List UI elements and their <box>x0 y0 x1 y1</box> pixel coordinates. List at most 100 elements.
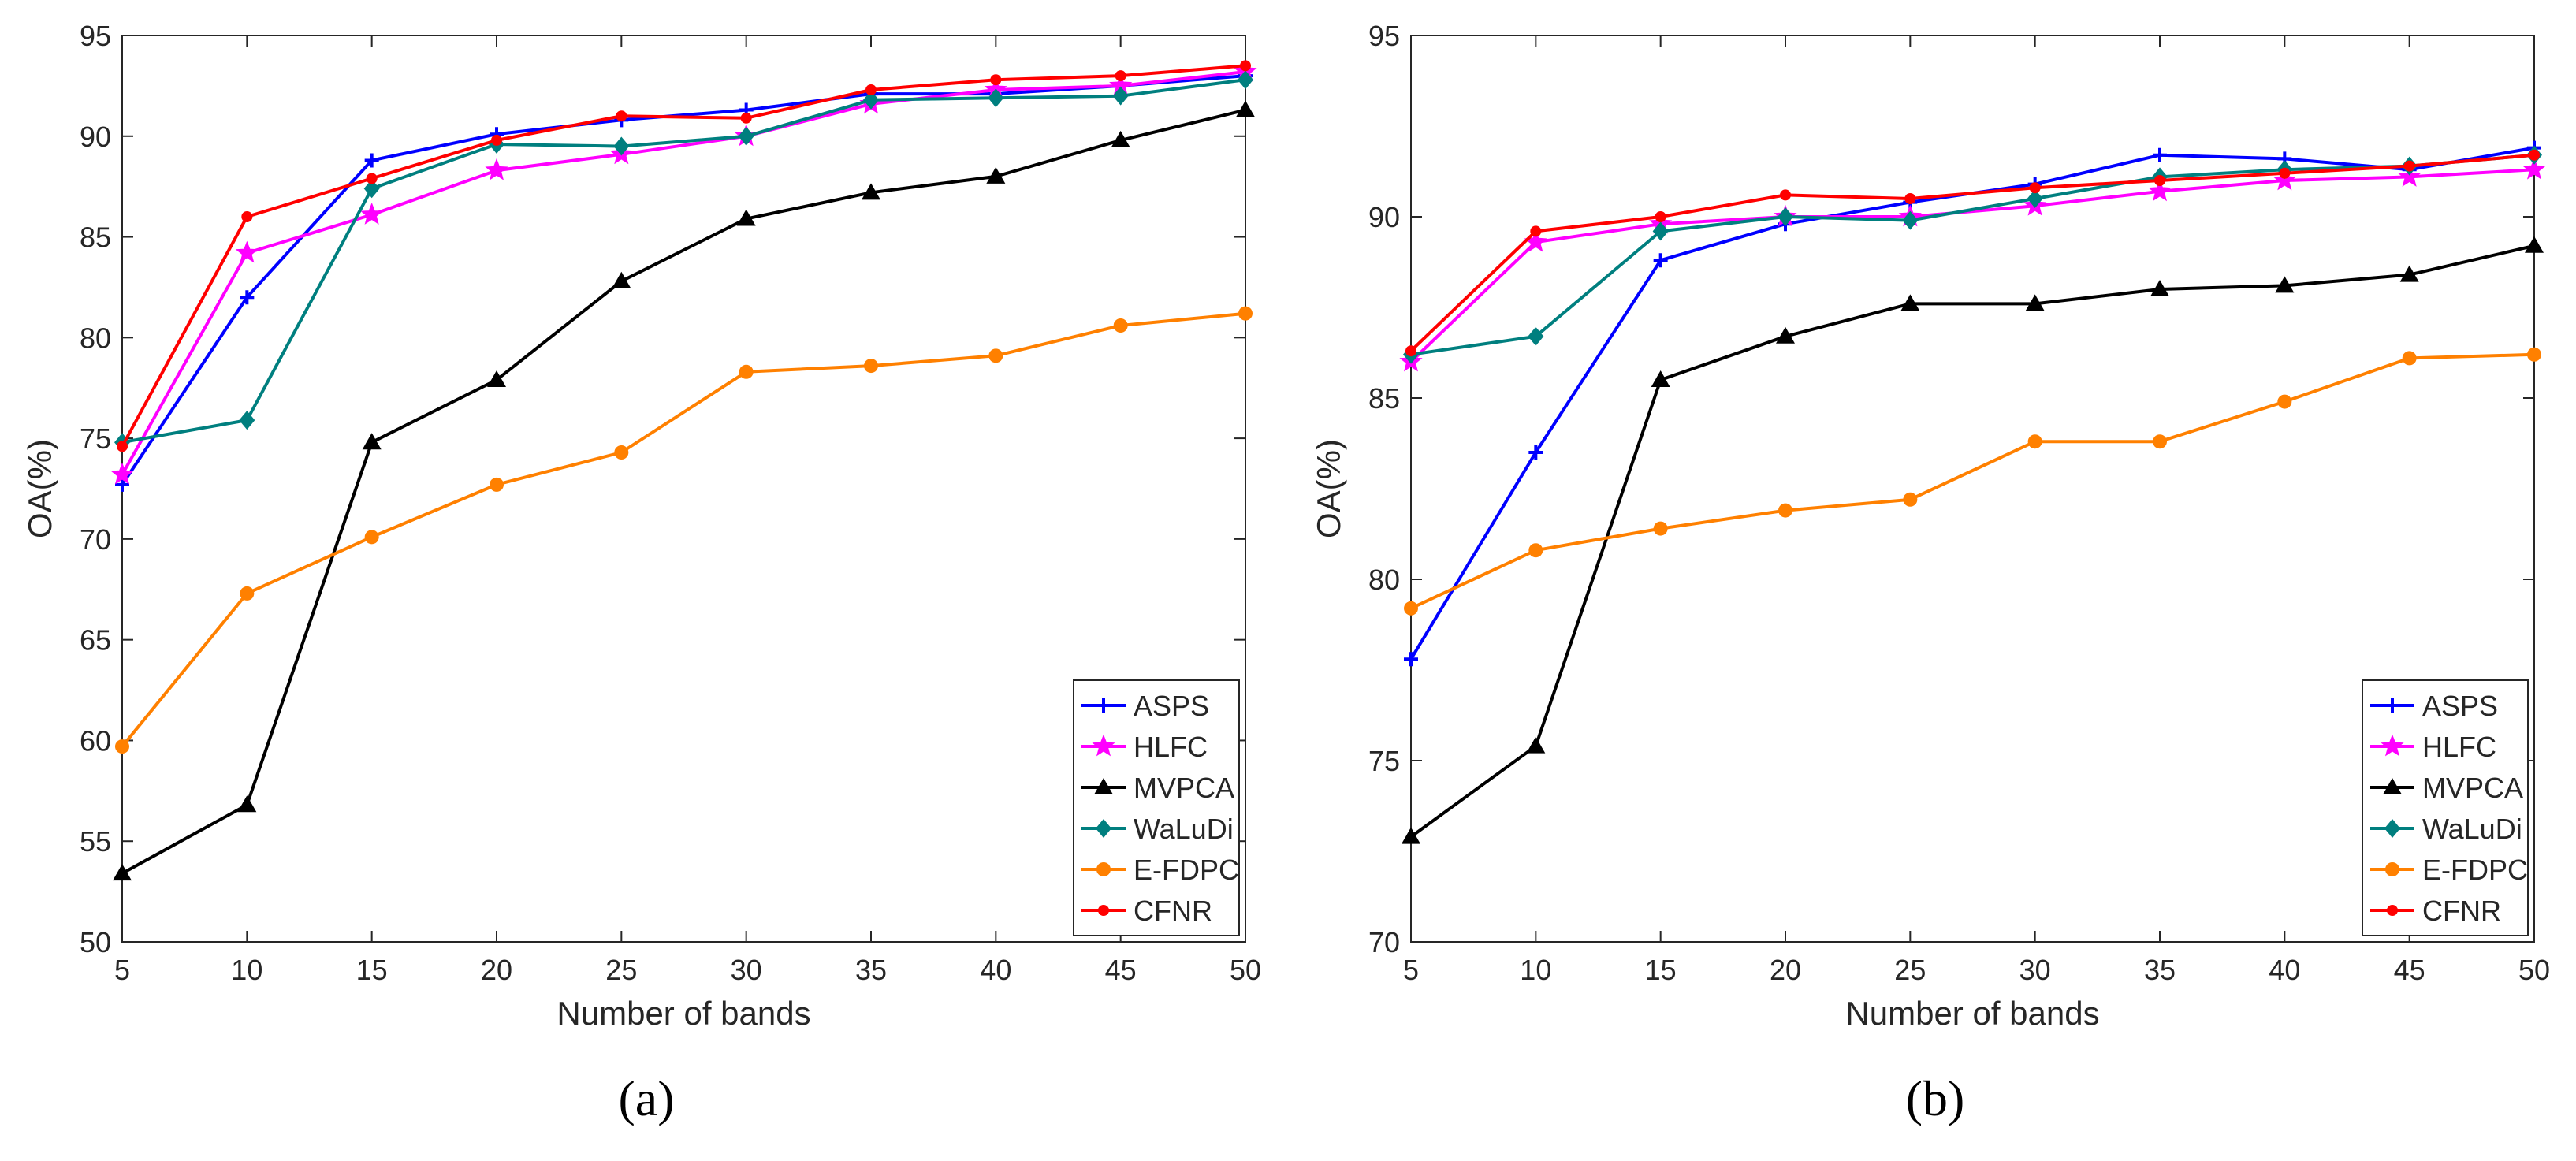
panel-caption: (a) <box>618 1070 674 1126</box>
legend-marker-waludi <box>2384 819 2400 838</box>
y-tick-label: 75 <box>80 422 111 455</box>
data-point-cfnr <box>1530 225 1542 237</box>
legend-box <box>1073 679 1240 936</box>
legend-marker-hlfc <box>2381 734 2404 757</box>
data-point-mvpca <box>1526 736 1546 754</box>
x-axis-label: Number of bands <box>557 995 810 1032</box>
data-point-waludi <box>863 90 879 110</box>
data-point-e-fdpc <box>2153 434 2167 449</box>
data-point-mvpca <box>1776 326 1795 344</box>
y-tick-label: 95 <box>80 20 111 52</box>
legend-label-hlfc: HLFC <box>2422 731 2496 763</box>
data-point-cfnr <box>1240 60 1251 72</box>
data-point-e-fdpc <box>490 477 504 492</box>
data-point-mvpca <box>1651 370 1670 387</box>
y-tick-label: 55 <box>80 825 111 858</box>
legend-marker-cfnr <box>1098 905 1109 916</box>
series-mvpca <box>1402 236 2544 844</box>
data-point-e-fdpc <box>1238 306 1253 321</box>
data-point-hlfc <box>2398 165 2422 187</box>
data-point-mvpca <box>736 209 756 226</box>
data-point-waludi <box>363 179 380 199</box>
legend-marker-asps <box>1096 698 1111 713</box>
data-point-hlfc <box>2522 157 2546 180</box>
x-tick-label: 50 <box>2518 954 2550 986</box>
x-axis-label: Number of bands <box>1845 995 2099 1032</box>
series-line-mvpca <box>1409 244 2535 839</box>
x-tick-label: 10 <box>231 954 262 986</box>
data-point-cfnr <box>990 74 1002 86</box>
panel-caption: (b) <box>1906 1070 1965 1126</box>
x-tick-label: 35 <box>855 954 887 986</box>
y-tick-label: 80 <box>1368 564 1400 596</box>
data-point-mvpca <box>362 433 382 450</box>
y-axis-label: OA(%) <box>1310 439 1347 538</box>
x-tick-label: 30 <box>731 954 762 986</box>
data-point-e-fdpc <box>1528 543 1543 558</box>
series-line-waludi <box>1410 153 2535 356</box>
data-point-cfnr <box>740 112 752 124</box>
data-point-e-fdpc <box>739 364 754 379</box>
legend-label-mvpca: MVPCA <box>1134 772 1234 804</box>
chart-panel-b: 70 75 80 85 90 95 5 10 15 20 25 30 35 40 45 50 Number of… <box>1310 20 2550 1126</box>
data-point-waludi <box>1238 70 1253 90</box>
chart-panel-a: 50 55 60 65 70 75 80 85 90 95 5 10 15 20 25 30 35 40 45 50 N… <box>21 20 1261 1126</box>
x-tick-label: 25 <box>1894 954 1926 986</box>
data-point-e-fdpc <box>2027 434 2042 449</box>
x-tick-label: 25 <box>605 954 637 986</box>
x-tick-label: 20 <box>481 954 512 986</box>
legend-marker-waludi <box>1096 819 1111 838</box>
legend-label-cfnr: CFNR <box>1134 895 1212 927</box>
data-point-mvpca <box>1111 130 1130 147</box>
y-tick-label: 65 <box>80 624 111 657</box>
data-point-mvpca <box>2150 280 2169 296</box>
y-tick-label: 70 <box>80 523 111 556</box>
data-point-cfnr <box>491 134 502 146</box>
data-point-waludi <box>613 136 630 156</box>
data-point-e-fdpc <box>1404 601 1418 616</box>
data-point-hlfc <box>485 158 508 180</box>
legend-label-waludi: WaLuDi <box>1134 813 1234 845</box>
data-point-asps <box>240 290 255 305</box>
data-point-asps <box>1404 652 1418 667</box>
y-axis-label: OA(%) <box>21 439 58 538</box>
data-point-asps <box>115 477 129 492</box>
series-line-e-fdpc <box>1410 352 2535 610</box>
data-point-e-fdpc <box>2277 394 2292 409</box>
data-point-hlfc <box>110 462 134 485</box>
data-point-hlfc <box>2148 179 2172 202</box>
plot-frame <box>1410 35 2535 943</box>
plot-frame <box>121 35 1246 943</box>
x-tick-label: 20 <box>1770 954 1801 986</box>
data-point-e-fdpc <box>2527 347 2541 362</box>
y-tick-label: 50 <box>80 926 111 958</box>
data-point-cfnr <box>2529 149 2540 161</box>
data-point-waludi <box>1652 221 1669 241</box>
y-tick-label: 95 <box>1368 20 1400 52</box>
legend-box <box>2362 679 2529 936</box>
data-point-waludi <box>1112 86 1129 106</box>
data-point-mvpca <box>2025 294 2045 311</box>
data-point-e-fdpc <box>1653 521 1668 536</box>
data-point-waludi <box>2027 189 2043 208</box>
legend-label-e-fdpc: E-FDPC <box>1134 854 1239 886</box>
data-point-cfnr <box>2403 160 2415 172</box>
series-line-cfnr <box>121 64 1246 448</box>
data-point-mvpca <box>2525 236 2544 253</box>
data-point-asps <box>1653 253 1668 268</box>
data-point-mvpca <box>1402 827 1420 844</box>
series-e-fdpc <box>115 306 1253 754</box>
legend-label-cfnr: CFNR <box>2422 895 2501 927</box>
data-point-mvpca <box>1236 100 1255 117</box>
x-tick-label: 45 <box>2394 954 2425 986</box>
series-line-waludi <box>121 78 1246 445</box>
legend-label-hlfc: HLFC <box>1134 731 1208 763</box>
series-e-fdpc <box>1404 347 2541 616</box>
data-point-mvpca <box>113 864 132 881</box>
y-tick-label: 85 <box>1368 382 1400 415</box>
data-point-e-fdpc <box>614 445 629 460</box>
legend: ASPS HLFC MVPCA WaLuDi E-FDPC CFNR <box>2362 679 2529 936</box>
series-cfnr <box>1405 149 2540 357</box>
data-point-e-fdpc <box>1903 492 1918 507</box>
